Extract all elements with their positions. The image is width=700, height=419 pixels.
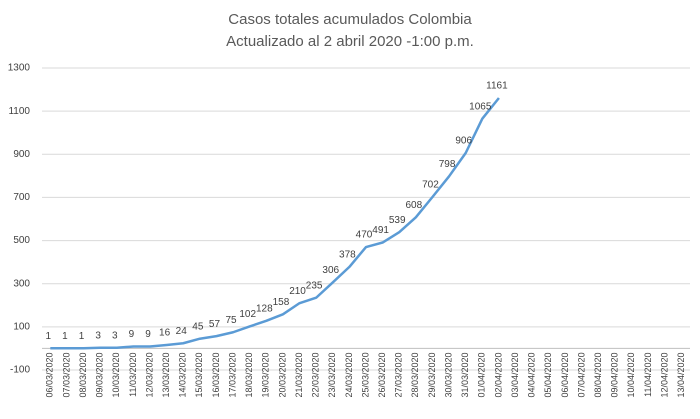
x-tick-label: 02/04/2020 xyxy=(493,352,503,397)
data-label: 3 xyxy=(112,330,118,341)
data-label: 1161 xyxy=(486,81,508,92)
x-tick-label: 11/03/2020 xyxy=(128,352,138,396)
data-label: 306 xyxy=(322,265,339,276)
y-tick-label: 500 xyxy=(13,235,30,246)
x-tick-label: 13/04/2020 xyxy=(676,352,686,397)
x-tick-label: 30/03/2020 xyxy=(443,352,453,397)
x-tick-label: 27/03/2020 xyxy=(394,352,404,397)
data-label: 906 xyxy=(455,136,472,147)
x-tick-label: 25/03/2020 xyxy=(360,352,370,397)
x-tick-label: 08/04/2020 xyxy=(593,352,603,397)
data-label: 1 xyxy=(62,331,68,342)
data-label: 1 xyxy=(46,331,52,342)
x-tick-label: 13/03/2020 xyxy=(161,352,171,397)
x-tick-label: 22/03/2020 xyxy=(311,352,321,397)
y-tick-label: 900 xyxy=(13,149,30,160)
x-tick-label: 28/03/2020 xyxy=(410,352,420,397)
y-tick-label: 100 xyxy=(13,321,30,332)
x-tick-label: 09/04/2020 xyxy=(610,352,620,397)
data-label: 9 xyxy=(129,329,135,340)
data-label: 1065 xyxy=(469,101,492,112)
x-tick-label: 04/04/2020 xyxy=(527,352,537,397)
x-tick-label: 24/03/2020 xyxy=(344,352,354,397)
chart-subtitle: Actualizado al 2 abril 2020 -1:00 p.m. xyxy=(226,33,474,50)
y-tick-label: 1100 xyxy=(8,106,30,117)
x-tick-label: 26/03/2020 xyxy=(377,352,387,397)
data-label: 210 xyxy=(289,286,306,297)
x-tick-label: 29/03/2020 xyxy=(427,352,437,397)
x-tick-label: 06/04/2020 xyxy=(560,352,570,397)
x-tick-label: 06/03/2020 xyxy=(45,352,55,397)
data-label: 75 xyxy=(226,315,238,326)
x-tick-label: 15/03/2020 xyxy=(194,352,204,397)
data-label: 128 xyxy=(256,303,273,314)
x-tick-label: 18/03/2020 xyxy=(244,352,254,397)
data-label: 9 xyxy=(145,329,151,340)
chart-title: Casos totales acumulados Colombia xyxy=(228,11,472,28)
x-tick-label: 12/03/2020 xyxy=(144,352,154,397)
data-label: 235 xyxy=(306,280,323,291)
x-tick-label: 07/04/2020 xyxy=(576,352,586,397)
data-label: 57 xyxy=(209,319,221,330)
x-tick-label: 10/03/2020 xyxy=(111,352,121,397)
x-tick-label: 12/04/2020 xyxy=(659,352,669,397)
data-label: 608 xyxy=(406,200,423,211)
x-tick-label: 11/04/2020 xyxy=(643,352,653,396)
x-tick-label: 17/03/2020 xyxy=(227,352,237,397)
data-label: 16 xyxy=(159,328,171,339)
x-tick-label: 03/04/2020 xyxy=(510,352,520,397)
x-tick-label: 19/03/2020 xyxy=(261,352,271,397)
data-label: 378 xyxy=(339,250,356,261)
data-label: 539 xyxy=(389,215,406,226)
x-tick-label: 31/03/2020 xyxy=(460,352,470,397)
x-tick-label: 14/03/2020 xyxy=(178,352,188,397)
x-tick-label: 20/03/2020 xyxy=(277,352,287,397)
data-label: 1 xyxy=(79,331,85,342)
x-tick-label: 23/03/2020 xyxy=(327,352,337,397)
data-label: 798 xyxy=(439,159,456,170)
x-tick-label: 21/03/2020 xyxy=(294,352,304,397)
data-label: 24 xyxy=(176,326,188,337)
x-tick-label: 09/03/2020 xyxy=(95,352,105,397)
x-tick-label: 10/04/2020 xyxy=(626,352,636,397)
data-label: 158 xyxy=(273,297,290,308)
y-tick-label: 300 xyxy=(13,278,30,289)
x-tick-label: 05/04/2020 xyxy=(543,352,553,397)
x-tick-label: 08/03/2020 xyxy=(78,352,88,397)
x-tick-label: 07/03/2020 xyxy=(61,352,71,397)
data-label: 45 xyxy=(192,321,204,332)
data-label: 702 xyxy=(422,180,439,191)
x-tick-label: 16/03/2020 xyxy=(211,352,221,397)
y-tick-label: 700 xyxy=(13,192,30,203)
line xyxy=(50,97,500,350)
data-label: 102 xyxy=(239,309,256,320)
data-label: 491 xyxy=(372,225,389,236)
data-label: 470 xyxy=(356,230,373,241)
y-tick-label: 1300 xyxy=(8,63,31,74)
y-tick-label: -100 xyxy=(10,365,30,376)
x-tick-label: 01/04/2020 xyxy=(477,352,487,397)
data-label: 3 xyxy=(95,330,101,341)
